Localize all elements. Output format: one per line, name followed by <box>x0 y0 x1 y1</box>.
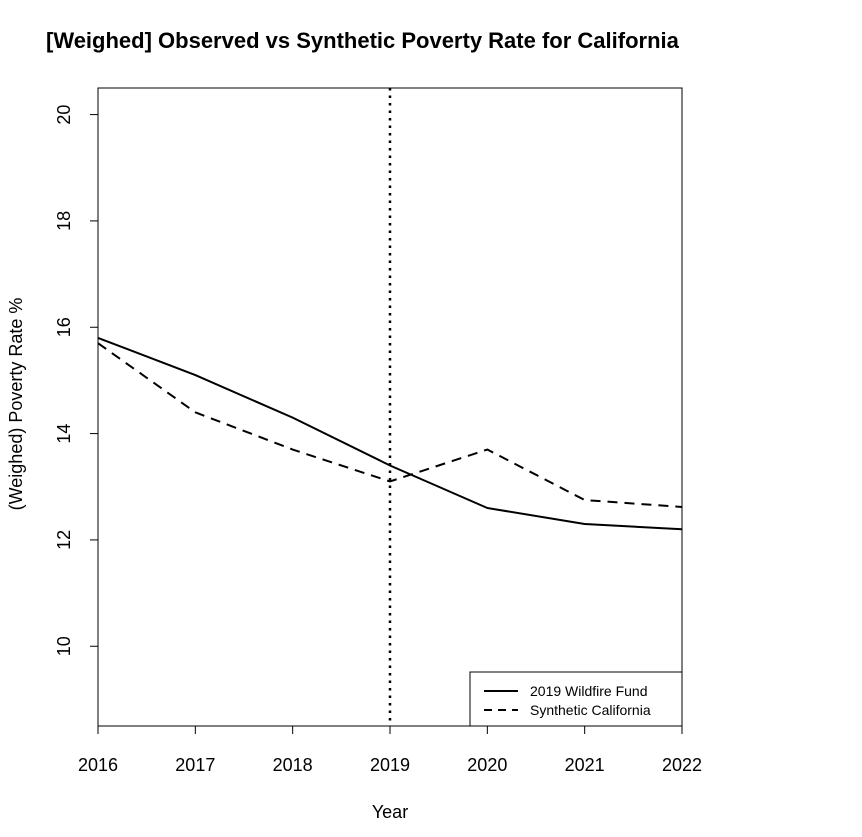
x-tick-label: 2020 <box>467 755 507 775</box>
x-tick-label: 2019 <box>370 755 410 775</box>
legend: 2019 Wildfire Fund Synthetic California <box>469 671 683 727</box>
y-tick-label: 12 <box>54 530 74 550</box>
series-synthetic-line <box>97 342 683 508</box>
x-tick-label: 2017 <box>175 755 215 775</box>
y-tick-label: 10 <box>54 636 74 656</box>
x-tick-label: 2018 <box>273 755 313 775</box>
x-tick-label: 2021 <box>565 755 605 775</box>
series-observed-line <box>97 336 683 531</box>
legend-label-synthetic: Synthetic California <box>530 702 651 718</box>
x-tick-label: 2022 <box>662 755 702 775</box>
y-tick-label: 14 <box>54 424 74 444</box>
y-tick-label: 20 <box>54 105 74 125</box>
x-axis: 2016 2017 2018 2019 2020 2021 2022 <box>78 726 702 775</box>
y-tick-label: 16 <box>54 317 74 337</box>
legend-box <box>469 671 683 727</box>
y-axis: 10 12 14 16 18 20 <box>54 105 98 656</box>
chart-title: [Weighed] Observed vs Synthetic Poverty … <box>46 28 680 53</box>
series-group <box>97 336 683 531</box>
y-tick-label: 18 <box>54 211 74 231</box>
x-tick-label: 2016 <box>78 755 118 775</box>
x-axis-label: Year <box>372 802 408 822</box>
y-axis-label: (Weighed) Poverty Rate % <box>6 298 26 511</box>
legend-label-observed: 2019 Wildfire Fund <box>530 683 648 699</box>
